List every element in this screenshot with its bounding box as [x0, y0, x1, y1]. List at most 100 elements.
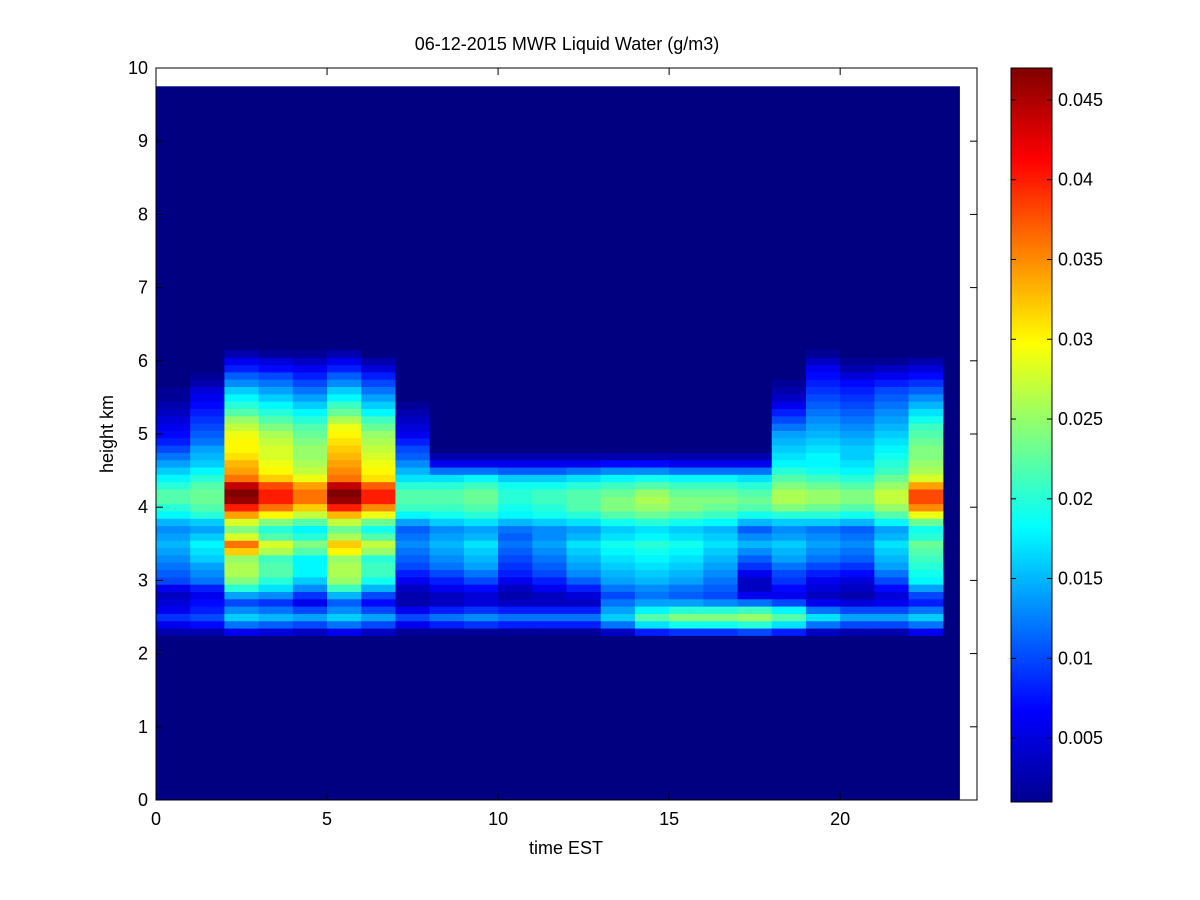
heatmap-cell — [532, 401, 568, 409]
heatmap-cell — [190, 452, 226, 461]
heatmap-cell — [156, 576, 191, 585]
heatmap-cell — [600, 613, 636, 622]
heatmap-cell — [771, 357, 807, 366]
heatmap-cell — [327, 569, 362, 578]
heatmap-cell — [874, 606, 910, 614]
heatmap-cell — [908, 540, 944, 549]
heatmap-cell — [600, 401, 636, 409]
heatmap-cell — [703, 591, 739, 600]
heatmap-cell — [395, 584, 431, 592]
heatmap-cell — [156, 569, 191, 578]
heatmap-cell — [840, 459, 875, 468]
heatmap-cell — [600, 393, 636, 402]
heatmap-cell — [292, 459, 328, 468]
x-tick-label: 15 — [659, 809, 679, 829]
heatmap-cell — [634, 349, 670, 358]
heatmap-cell — [190, 540, 226, 549]
heatmap-cell — [840, 591, 875, 600]
heatmap-cell — [258, 357, 294, 366]
heatmap-cell — [429, 474, 465, 483]
heatmap-cell — [224, 576, 260, 585]
heatmap-cell — [156, 503, 191, 512]
heatmap-cell — [771, 466, 807, 475]
heatmap-cell — [908, 408, 944, 417]
heatmap-cell — [805, 357, 841, 366]
heatmap-cell — [669, 510, 704, 519]
heatmap-cell — [908, 357, 944, 366]
heatmap-cell — [463, 547, 499, 556]
heatmap-cell — [463, 576, 499, 585]
heatmap-cell — [737, 613, 773, 622]
heatmap-cell — [361, 452, 397, 461]
heatmap-cell — [156, 518, 191, 527]
heatmap-cell — [703, 518, 739, 527]
heatmap-cell — [224, 401, 260, 409]
heatmap-cell — [703, 437, 739, 446]
y-axis: 0 1 2 3 4 5 6 7 8 9 10 — [128, 58, 977, 810]
heatmap-cell — [771, 415, 807, 424]
heatmap-cell — [463, 481, 499, 490]
heatmap-cell — [634, 444, 670, 453]
heatmap-cell — [498, 576, 533, 585]
heatmap-cell — [224, 444, 260, 453]
heatmap-cell — [840, 408, 875, 417]
heatmap-cell — [737, 510, 773, 519]
heatmap-cell — [327, 364, 362, 373]
heatmap-cell — [463, 554, 499, 563]
heatmap-cell — [498, 444, 533, 453]
heatmap-cell — [566, 532, 602, 541]
heatmap-cell — [908, 393, 944, 402]
heatmap-cell — [498, 474, 533, 483]
heatmap-cell — [874, 444, 910, 453]
heatmap-cell — [258, 562, 294, 571]
heatmap-cell — [395, 415, 431, 424]
heatmap-cell — [737, 474, 773, 483]
heatmap-cell — [429, 430, 465, 439]
heatmap-cell — [463, 379, 499, 388]
heatmap-cell — [840, 627, 875, 636]
heatmap-cell — [566, 437, 602, 446]
heatmap-cell — [327, 444, 362, 453]
heatmap-cell — [429, 357, 465, 366]
heatmap-cell — [908, 562, 944, 571]
heatmap-cell — [874, 562, 910, 571]
heatmap-cell — [498, 379, 533, 388]
heatmap-cell — [600, 510, 636, 519]
heatmap-cell — [771, 576, 807, 585]
heatmap-cell — [737, 554, 773, 563]
heatmap-cell — [703, 562, 739, 571]
heatmap-cell — [703, 364, 739, 373]
heatmap-cell — [874, 554, 910, 563]
heatmap-cell — [634, 459, 670, 468]
heatmap-cell — [566, 452, 602, 461]
heatmap-cell — [258, 459, 294, 468]
heatmap-cell — [327, 510, 362, 519]
heatmap-cell — [805, 598, 841, 607]
heatmap-cell — [190, 401, 226, 409]
heatmap-cell — [395, 459, 431, 468]
heatmap-cell — [634, 371, 670, 380]
heatmap-cell — [190, 503, 226, 512]
heatmap-cell — [463, 518, 499, 527]
heatmap-cell — [840, 532, 875, 541]
heatmap-cell — [532, 569, 568, 578]
heatmap-cell — [771, 474, 807, 483]
heatmap-cell — [258, 364, 294, 373]
heatmap-cell — [874, 357, 910, 366]
heatmap-cell — [805, 510, 841, 519]
heatmap-cell — [874, 401, 910, 409]
heatmap-cell — [805, 525, 841, 534]
heatmap-cell — [908, 481, 944, 490]
heatmap-cell — [429, 466, 465, 475]
heatmap-cell — [258, 525, 294, 534]
heatmap-cell — [669, 554, 704, 563]
heatmap-cell — [874, 437, 910, 446]
heatmap-cell — [634, 627, 670, 636]
heatmap-cell — [361, 569, 397, 578]
heatmap-cell — [840, 488, 875, 497]
heatmap-cell — [840, 562, 875, 571]
heatmap-cell — [737, 408, 773, 417]
heatmap-cell — [498, 357, 533, 366]
heatmap-cell — [874, 430, 910, 439]
heatmap-cell — [634, 598, 670, 607]
